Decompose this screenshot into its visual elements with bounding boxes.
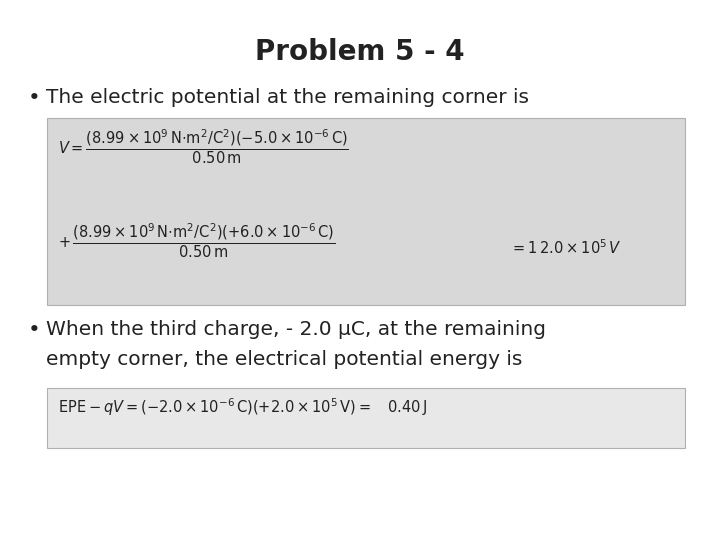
- Text: •: •: [28, 320, 41, 340]
- Text: empty corner, the electrical potential energy is: empty corner, the electrical potential e…: [46, 350, 523, 369]
- Text: $V = \dfrac{(8.99 \times 10^{9}\,\mathrm{N{\cdot}m^{2}/C^{2}})(-5.0 \times 10^{-: $V = \dfrac{(8.99 \times 10^{9}\,\mathrm…: [58, 128, 349, 166]
- Text: •: •: [28, 88, 41, 108]
- Text: $\mathrm{EPE} - qV = (-2.0 \times 10^{-6}\,\mathrm{C})(+2.0 \times 10^{5}\,\math: $\mathrm{EPE} - qV = (-2.0 \times 10^{-6…: [58, 396, 427, 418]
- Text: The electric potential at the remaining corner is: The electric potential at the remaining …: [46, 88, 529, 107]
- Text: When the third charge, - 2.0 μC, at the remaining: When the third charge, - 2.0 μC, at the …: [46, 320, 546, 339]
- FancyBboxPatch shape: [47, 118, 685, 305]
- FancyBboxPatch shape: [47, 388, 685, 448]
- Text: Problem 5 - 4: Problem 5 - 4: [255, 38, 465, 66]
- Text: $= 1\,2.0 \times 10^{5}\,V$: $= 1\,2.0 \times 10^{5}\,V$: [510, 238, 622, 256]
- Text: $+\,\dfrac{(8.99 \times 10^{9}\,\mathrm{N{\cdot}m^{2}/C^{2}})(+6.0 \times 10^{-6: $+\,\dfrac{(8.99 \times 10^{9}\,\mathrm{…: [58, 222, 336, 260]
